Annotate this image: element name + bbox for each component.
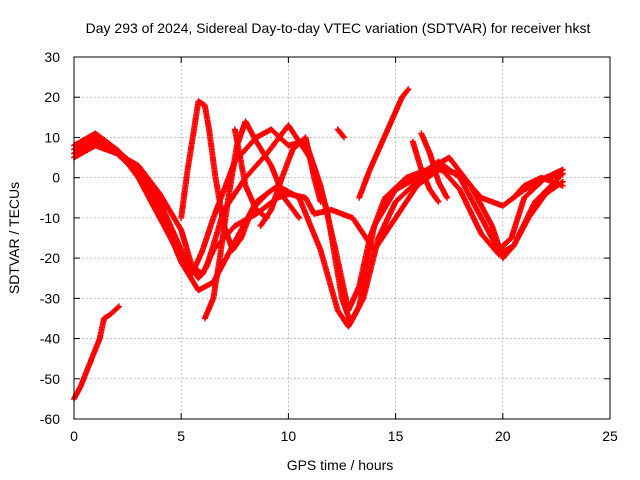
y-tick-label: 30 [44,49,60,65]
series-track-3 [71,134,566,278]
y-tick-label: -30 [40,290,60,306]
y-tick-label: -50 [40,371,60,387]
y-axis-title: SDTVAR / TECUs [6,182,22,294]
data-markers [257,134,324,229]
series-track-10 [334,126,348,141]
data-markers [356,86,412,201]
y-tick-label: 20 [44,89,60,105]
series-track-14 [510,174,566,201]
plot-frame [73,56,611,420]
x-tick-label: 15 [388,428,404,444]
x-tick-label: 0 [70,428,78,444]
y-tick-label: -60 [40,411,60,427]
series-track-12 [409,138,442,205]
data-markers [71,303,122,402]
series-track-13 [418,130,451,201]
series-group [71,86,566,402]
series-track-9 [257,134,324,229]
data-markers [418,130,451,201]
y-tick-label: 0 [52,170,60,186]
data-markers [409,138,442,205]
data-markers [510,174,566,201]
series-track-4 [71,126,566,314]
data-markers [178,98,270,254]
y-tick-label: 10 [44,129,60,145]
series-track-7 [201,118,303,322]
y-tick-label: -20 [40,250,60,266]
data-markers [71,134,566,278]
series-track-11 [356,86,412,201]
data-markers [231,126,270,221]
series-track-8 [231,126,270,221]
series-track-5 [71,303,122,402]
tick-labels: 0 5 10 15 20 25 -60 -50 -40 -30 -20 -10 0 10 20 30 [40,49,618,444]
x-tick-label: 25 [602,428,618,444]
grid [74,57,610,419]
y-tick-label: -40 [40,331,60,347]
chart-title: Day 293 of 2024, Sidereal Day-to-day VTE… [86,20,591,36]
data-markers [334,126,348,141]
x-tick-label: 10 [281,428,297,444]
series-track-6 [178,98,270,254]
y-tick-label: -10 [40,210,60,226]
data-markers [201,118,303,322]
ticks [73,56,611,420]
data-markers [71,126,566,314]
x-tick-label: 5 [177,428,185,444]
x-tick-label: 20 [495,428,511,444]
x-axis-title: GPS time / hours [287,457,394,473]
